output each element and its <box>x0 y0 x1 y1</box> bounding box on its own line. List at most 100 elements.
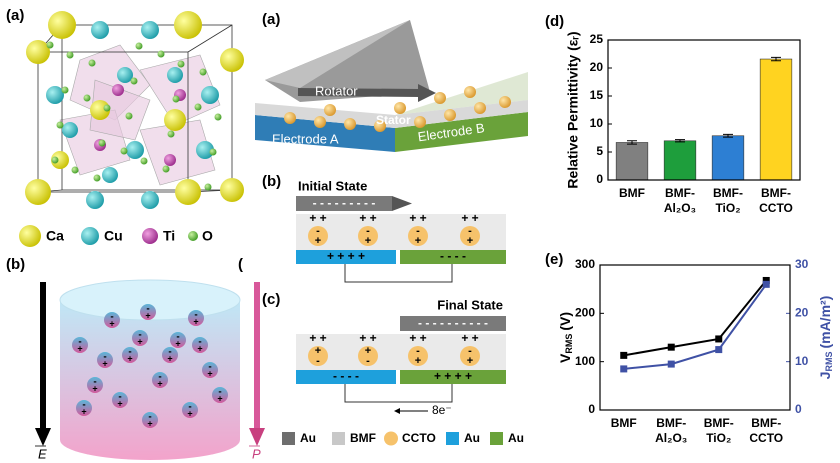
cylinder-body <box>60 300 240 460</box>
dipole <box>76 400 92 416</box>
bead <box>394 102 406 114</box>
dipole <box>192 337 208 353</box>
particle-sign: - <box>468 345 472 357</box>
atom <box>126 141 144 159</box>
electrode-a <box>255 115 395 152</box>
ccto-particle <box>460 346 480 366</box>
atom <box>220 48 244 72</box>
field-arrow-head <box>35 428 51 446</box>
y-tick-label: 5 <box>596 144 603 158</box>
legend-label: CCTO <box>402 431 436 445</box>
atom <box>46 86 64 104</box>
atoms <box>25 11 244 209</box>
dipole-sign: - <box>188 402 191 413</box>
oxygen <box>209 148 217 156</box>
legend-swatch <box>490 432 503 445</box>
charge: - - - - - - - - - - <box>418 316 488 330</box>
dipole-sign: + <box>157 378 162 388</box>
error-bar <box>675 139 685 143</box>
atom <box>201 86 219 104</box>
y-tick-label: 15 <box>590 88 604 102</box>
series-line <box>623 283 768 370</box>
ccto-particle <box>460 226 480 246</box>
marker <box>762 280 770 288</box>
beads <box>284 86 511 132</box>
marker <box>620 351 628 359</box>
dipole-sign: - <box>158 372 161 383</box>
legend-label: Au <box>508 431 524 445</box>
atom <box>175 179 201 205</box>
atom <box>164 154 176 166</box>
legend-swatch <box>384 431 398 446</box>
dipole-sign: - <box>93 377 96 388</box>
oxygen <box>71 166 79 174</box>
marker <box>667 343 675 351</box>
charge: + + <box>409 331 426 345</box>
bead <box>474 102 486 114</box>
charge: + + + + <box>434 369 472 383</box>
oxygen <box>130 77 138 85</box>
stator-top <box>395 72 528 115</box>
dipole-sign: + <box>109 318 114 328</box>
panel-label: (b) <box>6 256 25 273</box>
legend-label: O <box>202 228 213 244</box>
legend-label: Ca <box>46 228 64 244</box>
ccto-particle <box>308 226 328 246</box>
dipole-sign: - <box>128 347 131 358</box>
x-tick-label: BMF-TiO₂ <box>713 186 743 215</box>
x-tick-label: BMF-Al₂O₃ <box>655 416 687 445</box>
dipole-sign: - <box>218 387 221 398</box>
oxygen <box>140 157 148 165</box>
error-bar <box>771 56 781 62</box>
oxygen <box>51 156 59 164</box>
charge: + + <box>461 331 478 345</box>
atom <box>26 40 50 64</box>
dipole <box>212 387 228 403</box>
dipole <box>132 330 148 346</box>
legend-swatch <box>142 228 158 244</box>
dipole <box>142 412 158 428</box>
charge: - - - - <box>440 249 466 263</box>
charge: - - - - - - - - - <box>313 196 376 210</box>
dipole-sign: + <box>197 343 202 353</box>
oxygen <box>214 113 222 121</box>
dipole <box>87 377 103 393</box>
motion-arrow <box>392 196 412 211</box>
panel-label: (c) <box>262 291 280 308</box>
dipole-sign: - <box>176 332 179 343</box>
x-tick-label: BMF <box>611 416 637 430</box>
y-tick-label: 20 <box>590 60 604 74</box>
teng-panel: (a) Rotator Stator Electrode A Electrode… <box>255 11 528 152</box>
dipole-sign: - <box>138 330 141 341</box>
marker <box>715 335 723 343</box>
oxygen <box>167 130 175 138</box>
charge: + + + + <box>327 249 365 263</box>
charge: + + <box>309 331 326 345</box>
axis-label-part: J <box>817 372 833 380</box>
plot-frame <box>599 264 791 411</box>
oxygen <box>66 51 74 59</box>
dipole-sign: - <box>103 352 106 363</box>
bead <box>434 92 446 104</box>
marker <box>667 360 675 368</box>
field-label: E <box>38 446 47 461</box>
panel-label: (b) <box>262 173 281 190</box>
oxygen <box>177 60 185 68</box>
error-bar <box>723 133 733 138</box>
legend-label: Cu <box>104 228 123 244</box>
y-tick-label: 300 <box>575 257 595 271</box>
oxygen <box>194 103 202 111</box>
particle-sign: + <box>315 345 321 357</box>
dipole-sign: + <box>167 353 172 363</box>
oxygen <box>199 68 207 76</box>
legend-swatch <box>332 432 345 445</box>
electrode <box>400 250 506 264</box>
ccto-particle <box>308 346 328 366</box>
bead <box>499 96 511 108</box>
particle-sign: - <box>416 225 420 237</box>
dipole-sign: + <box>145 310 150 320</box>
oxygen <box>135 42 143 50</box>
charge: + + <box>359 211 376 225</box>
legend-label: BMF <box>350 431 376 445</box>
dipole-sign: - <box>148 412 151 423</box>
